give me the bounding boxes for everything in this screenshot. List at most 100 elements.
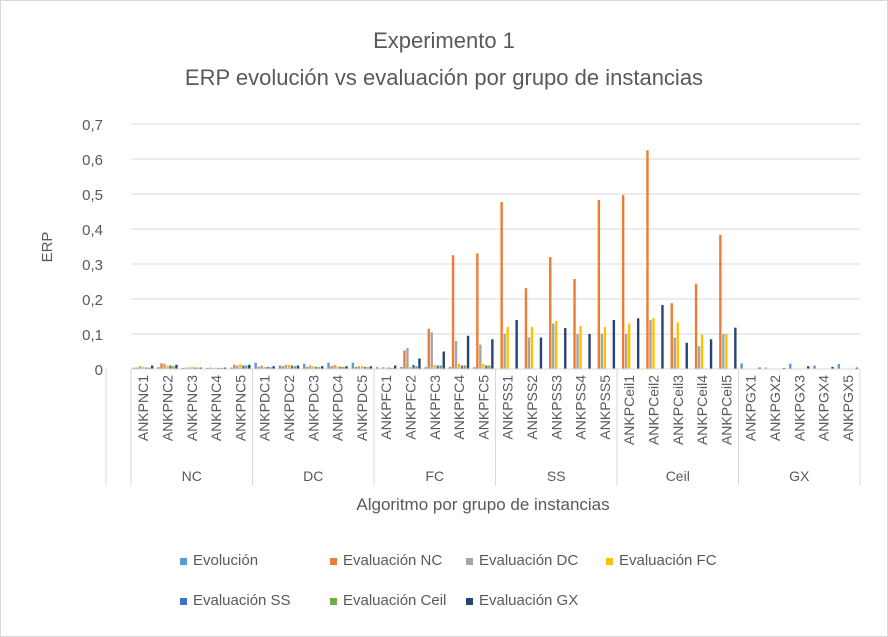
- bar: [315, 366, 318, 369]
- y-tick-label: 0,7: [82, 117, 103, 134]
- bars: [132, 150, 859, 370]
- bar: [424, 367, 427, 369]
- chart-subtitle: ERP evolución vs evaluación por grupo de…: [184, 65, 704, 90]
- bar: [476, 253, 479, 369]
- bar: [539, 337, 543, 369]
- x-tick-label: ANKPDC2: [281, 375, 297, 441]
- bar: [600, 334, 604, 369]
- bar: [758, 367, 761, 369]
- bar: [257, 366, 260, 369]
- bar: [646, 150, 649, 369]
- bar: [309, 365, 312, 369]
- bar: [652, 318, 655, 369]
- bar: [673, 337, 676, 369]
- bar: [719, 234, 722, 369]
- x-tick-label: ANKPSS2: [524, 375, 540, 440]
- bar: [214, 367, 218, 369]
- x-axis: ANKPNC1 ANKPNC2 ANKPNC3 ANKPNC4 ANKPNC5 ANKPD…: [105, 368, 861, 486]
- bar: [211, 367, 215, 369]
- bar: [488, 365, 491, 369]
- bar: [181, 367, 184, 369]
- x-tick-label: ANKPCeil5: [718, 375, 734, 445]
- legend-item: Evaluación NC: [330, 552, 442, 569]
- bar: [564, 328, 567, 369]
- legend-item: Evaluación Ceil: [330, 592, 446, 609]
- bar: [418, 358, 421, 369]
- x-tick-label: ANKPSS3: [548, 375, 564, 440]
- x-tick-label: ANKPDC5: [354, 375, 370, 441]
- y-tick-label: 0,2: [82, 292, 103, 309]
- bar: [150, 365, 154, 369]
- x-tick-label: ANKPNC5: [232, 375, 248, 441]
- bar: [239, 364, 242, 369]
- legend-label: Evaluación Ceil: [343, 592, 447, 609]
- bar: [169, 365, 172, 369]
- bar: [573, 279, 576, 369]
- bar: [242, 365, 245, 369]
- bar: [506, 327, 509, 369]
- legend-item: Evaluación DC: [466, 552, 578, 569]
- x-tick-label: ANKPGX4: [816, 375, 832, 441]
- x-tick-label: ANKPCeil2: [645, 375, 661, 445]
- bar: [387, 367, 391, 369]
- legend-item: Evaluación GX: [466, 592, 578, 609]
- bar: [661, 304, 664, 369]
- bar: [336, 366, 339, 369]
- bar: [579, 325, 582, 369]
- bar: [433, 364, 436, 369]
- x-tick-label: ANKPGX5: [840, 375, 856, 441]
- legend-swatch: [180, 557, 187, 565]
- bar: [782, 367, 786, 369]
- bar: [160, 363, 163, 369]
- bar: [700, 334, 704, 369]
- bar: [789, 363, 792, 369]
- bar: [330, 366, 333, 369]
- bar: [220, 367, 224, 369]
- bar: [457, 363, 461, 369]
- bar: [357, 366, 361, 369]
- bar: [269, 367, 272, 369]
- bar: [187, 367, 190, 369]
- bar: [278, 365, 282, 369]
- legend-item: Evaluación SS: [180, 592, 291, 609]
- legend-label: Evolución: [193, 552, 259, 569]
- x-tick-label: ANKPCeil3: [670, 375, 686, 445]
- legend-swatch: [606, 557, 613, 565]
- bar: [685, 342, 688, 369]
- bar: [342, 366, 345, 369]
- bar: [339, 366, 342, 369]
- bar: [208, 367, 212, 369]
- bar: [463, 365, 467, 369]
- y-axis-ticks: 0 0,1 0,2 0,3 0,4 0,5 0,6 0,7: [82, 117, 103, 379]
- legend-item: Evaluación FC: [606, 552, 717, 569]
- x-tick-label: ANKPCeil1: [621, 375, 637, 445]
- bar: [327, 362, 330, 369]
- bar: [318, 367, 321, 369]
- x-tick-label: ANKPNC2: [159, 375, 175, 441]
- bar: [287, 364, 291, 369]
- bar: [415, 366, 418, 369]
- x-tick-label: ANKPSS5: [597, 375, 613, 440]
- bar: [451, 255, 455, 369]
- gridlines: [131, 123, 860, 370]
- bar: [312, 366, 315, 369]
- bar: [588, 334, 591, 369]
- bar: [697, 346, 701, 369]
- bar: [369, 366, 373, 369]
- bar: [175, 364, 178, 369]
- y-tick-label: 0,5: [82, 187, 103, 204]
- bar: [205, 367, 209, 369]
- x-tick-label: ANKPNC3: [184, 375, 200, 441]
- x-tick-label: ANKPDC4: [330, 375, 346, 441]
- bar: [436, 365, 439, 369]
- bar: [245, 365, 248, 369]
- bar: [293, 366, 297, 369]
- bar: [345, 366, 348, 369]
- x-tick-label: ANKPFC2: [402, 375, 418, 440]
- bar: [163, 363, 166, 369]
- bar: [740, 363, 743, 369]
- bar: [500, 202, 503, 369]
- bar: [393, 365, 397, 369]
